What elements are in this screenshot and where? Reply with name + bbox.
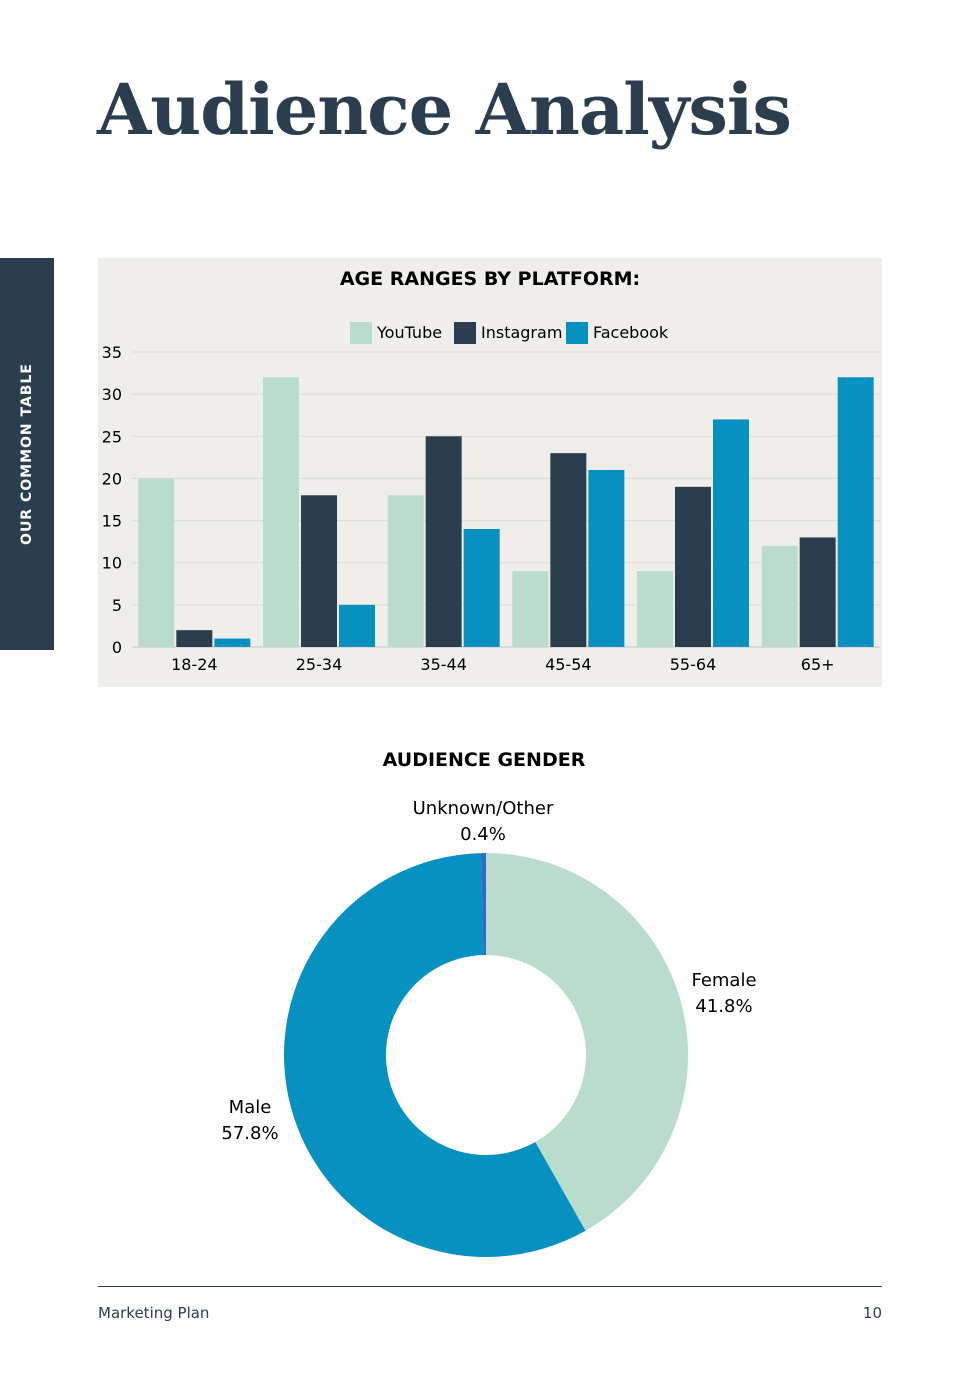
bar-facebook-55-64 — [713, 419, 749, 647]
y-tick-label: 30 — [102, 385, 122, 404]
side-tab: OUR COMMON TABLE — [0, 258, 54, 650]
side-tab-label: OUR COMMON TABLE — [19, 363, 35, 545]
y-tick-label: 10 — [102, 554, 122, 573]
bar-chart-title: AGE RANGES BY PLATFORM: — [340, 268, 640, 290]
y-tick-label: 15 — [102, 512, 122, 531]
legend-swatch-facebook — [566, 322, 588, 344]
x-tick-label: 65+ — [801, 655, 835, 674]
x-tick-label: 35-44 — [420, 655, 467, 674]
bar-youtube-35-44 — [387, 495, 424, 647]
bar-instagram-55-64 — [675, 486, 711, 647]
bar-instagram-25-34 — [301, 495, 337, 647]
bar-facebook-65+ — [837, 377, 874, 647]
y-tick-label: 5 — [112, 596, 122, 615]
bar-instagram-35-44 — [425, 436, 462, 647]
pie-slice-male — [284, 853, 586, 1257]
bar-facebook-35-44 — [463, 529, 500, 647]
bar-youtube-45-54 — [512, 571, 549, 647]
y-tick-label: 20 — [102, 469, 122, 488]
legend-swatch-instagram — [454, 322, 476, 344]
pie-value-female: 41.8% — [695, 996, 752, 1017]
pie-label-female: Female — [691, 970, 756, 991]
pie-slice-unknown-other — [480, 853, 486, 956]
pie-chart-title: AUDIENCE GENDER — [383, 749, 586, 771]
footer-divider — [98, 1286, 882, 1287]
x-tick-label: 25-34 — [296, 655, 343, 674]
y-tick-label: 25 — [102, 427, 122, 446]
page-title: Audience Analysis — [97, 68, 792, 151]
bar-chart: AGE RANGES BY PLATFORM: YouTube Instagram F… — [102, 268, 880, 674]
pie-label-unknown-other: Unknown/Other — [413, 798, 554, 819]
legend-label-instagram: Instagram — [481, 323, 562, 342]
y-tick-label: 0 — [112, 638, 122, 657]
footer-page-number: 10 — [862, 1304, 882, 1322]
pie-value-male: 57.8% — [221, 1123, 278, 1144]
x-tick-label: 18-24 — [171, 655, 218, 674]
pie-slice-female — [486, 853, 688, 1231]
legend-label-facebook: Facebook — [593, 323, 669, 342]
bar-instagram-45-54 — [550, 453, 587, 647]
bar-facebook-18-24 — [214, 638, 251, 647]
bar-instagram-65+ — [799, 537, 836, 647]
legend-swatch-youtube — [350, 322, 372, 344]
x-tick-label: 55-64 — [670, 655, 717, 674]
y-tick-label: 35 — [102, 343, 122, 362]
bar-youtube-55-64 — [637, 571, 673, 647]
x-tick-label: 45-54 — [545, 655, 592, 674]
bar-youtube-18-24 — [138, 478, 175, 647]
bar-youtube-65+ — [761, 545, 798, 647]
bar-facebook-25-34 — [339, 604, 375, 647]
bar-chart-panel: AGE RANGES BY PLATFORM: YouTube Instagram F… — [98, 258, 882, 687]
bar-instagram-18-24 — [176, 630, 213, 647]
pie-label-male: Male — [229, 1097, 272, 1118]
pie-chart-panel: AUDIENCE GENDER Female 41.8% Male 57.8% Unkno… — [0, 730, 979, 1270]
pie-value-unknown-other: 0.4% — [460, 824, 506, 845]
bar-youtube-25-34 — [263, 377, 299, 647]
pie-chart: AUDIENCE GENDER Female 41.8% Male 57.8% Unkno… — [221, 749, 757, 1257]
footer-document-name: Marketing Plan — [98, 1304, 210, 1322]
bar-facebook-45-54 — [588, 470, 625, 647]
legend-label-youtube: YouTube — [376, 323, 442, 342]
